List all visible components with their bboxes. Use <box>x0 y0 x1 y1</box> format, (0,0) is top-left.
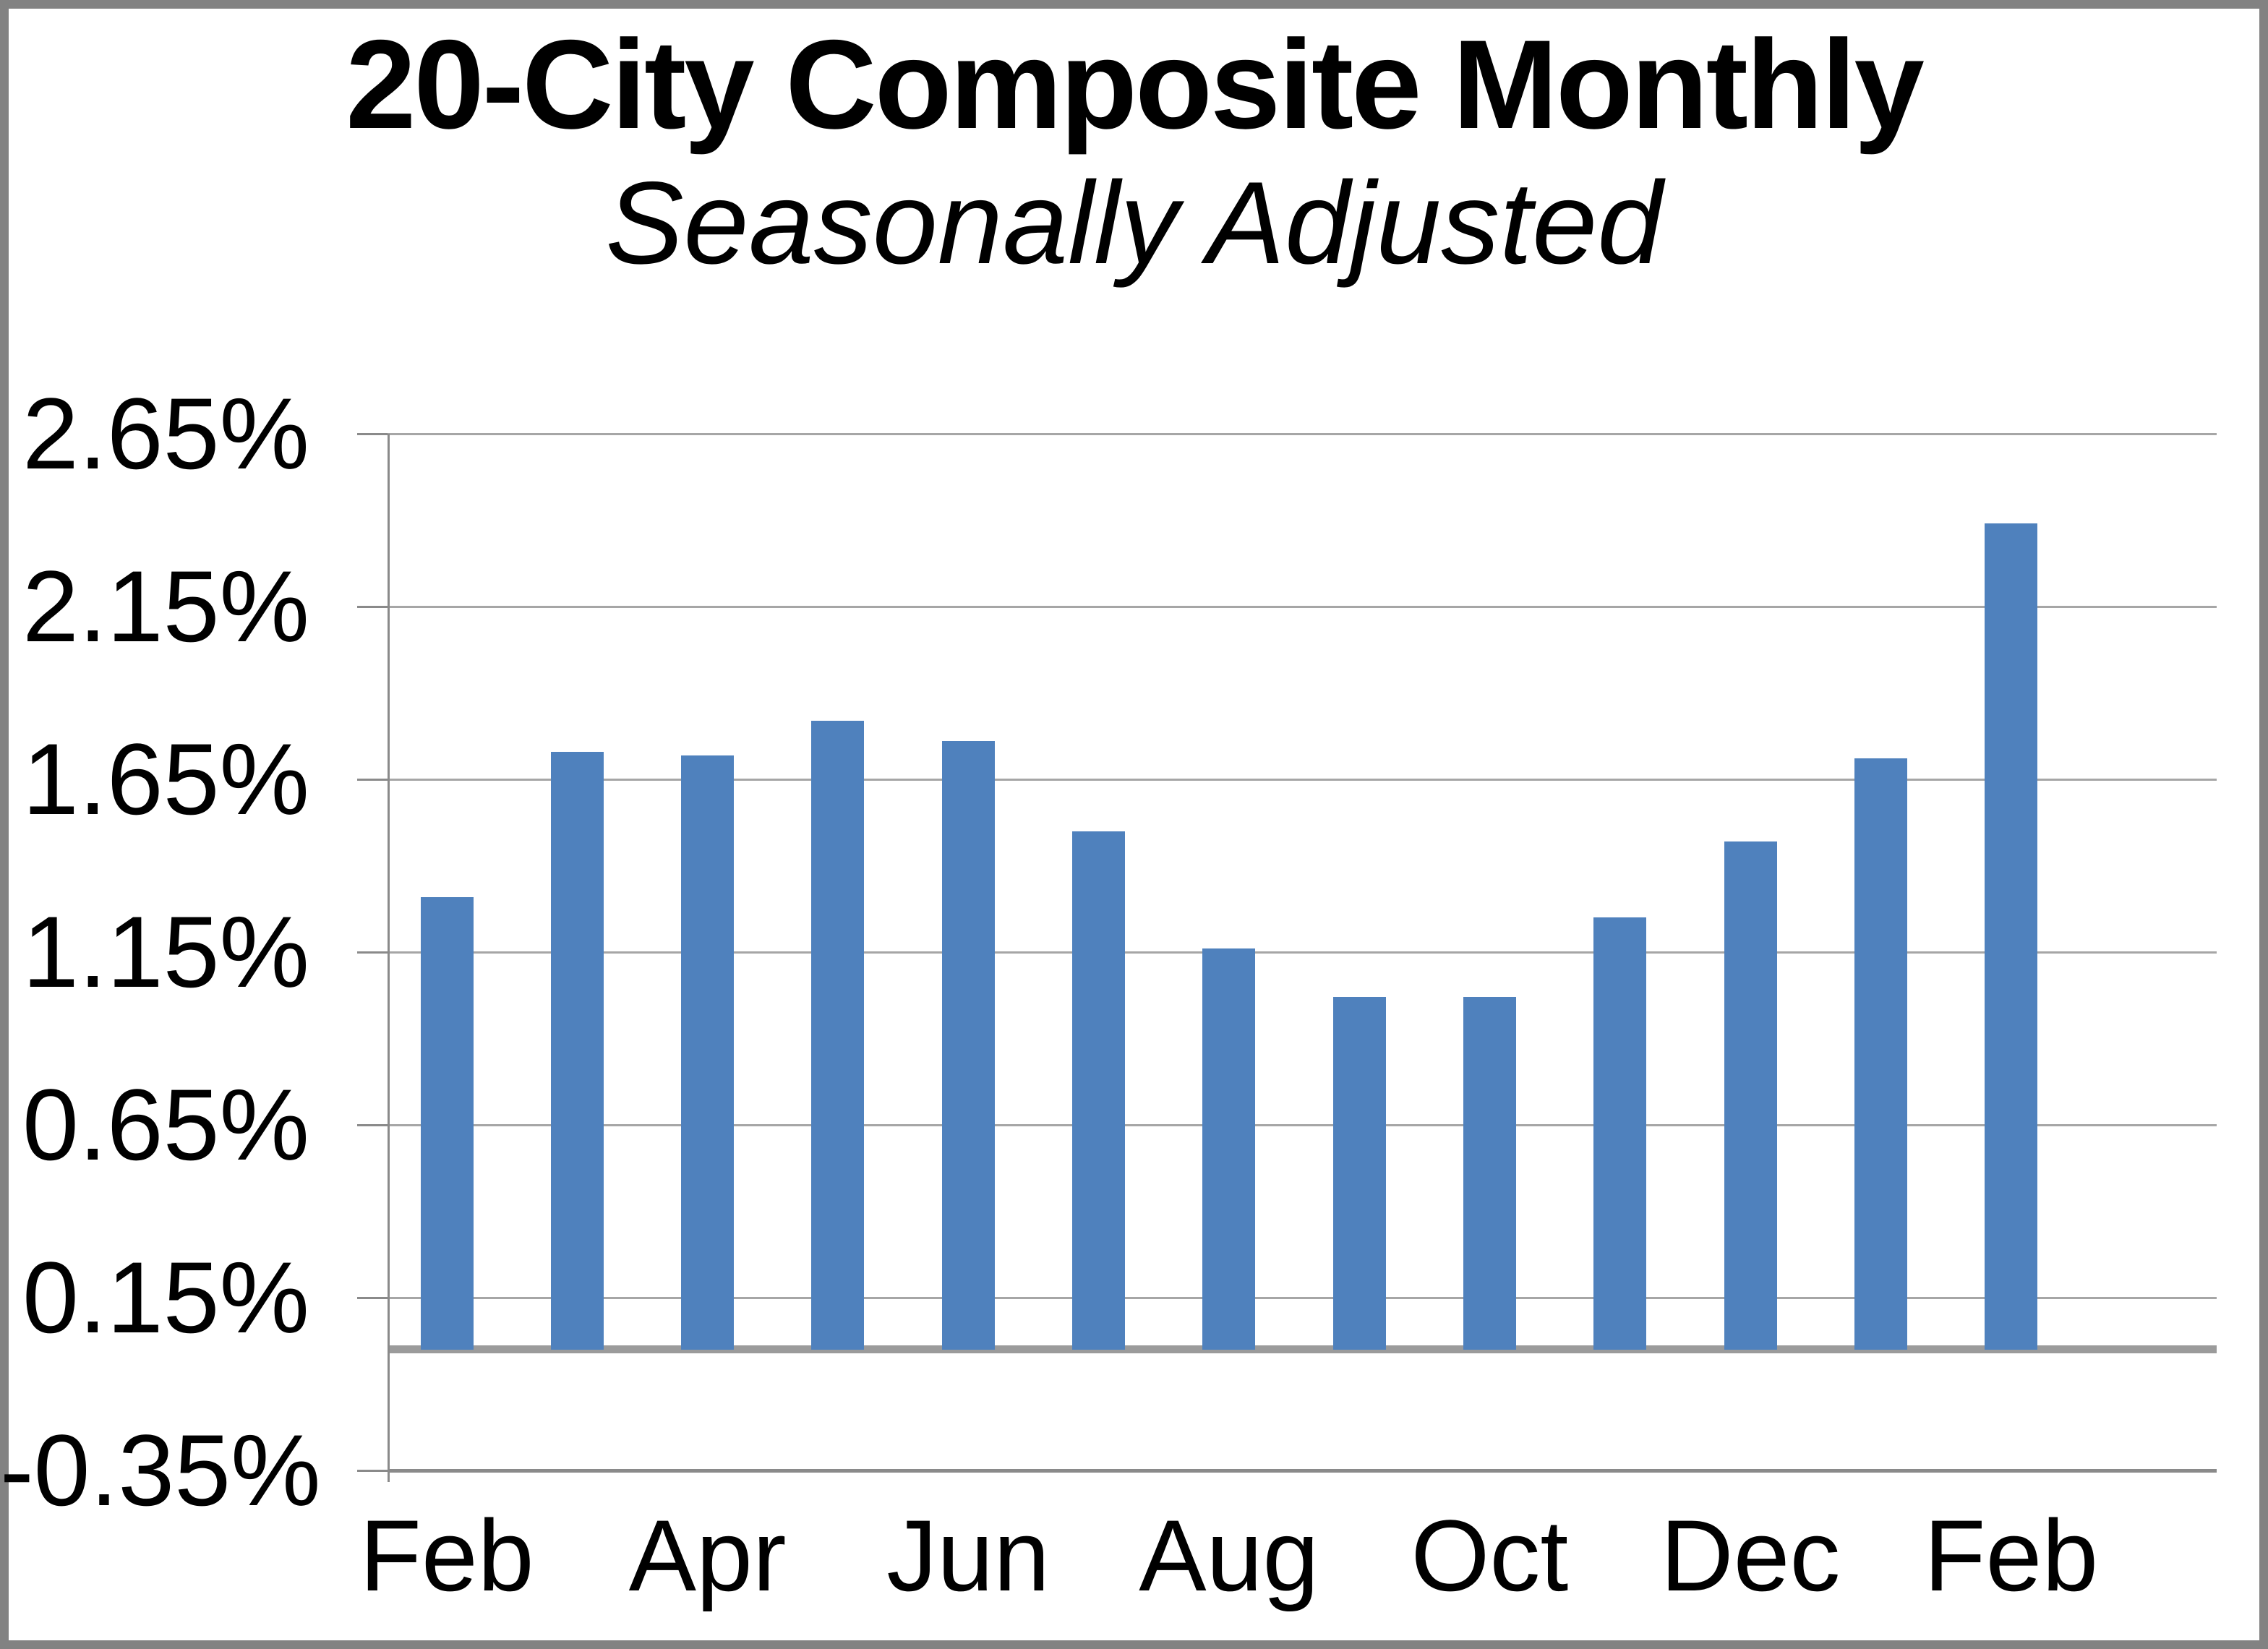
gridline <box>388 605 2217 608</box>
chart-subtitle: Seasonally Adjusted <box>605 158 1663 288</box>
chart-title: 20-City Composite Monthly <box>346 14 1925 155</box>
bar-aug <box>1202 948 1256 1350</box>
y-tick-label: 1.65% <box>22 722 309 836</box>
y-axis-tick <box>357 1296 388 1299</box>
x-tick-label: Oct <box>1411 1499 1569 1612</box>
y-axis-tick <box>357 1123 388 1126</box>
y-tick-label: 1.15% <box>22 895 309 1008</box>
plot-area <box>388 432 2217 1473</box>
bar-jul <box>1072 831 1125 1350</box>
bar-jun <box>941 741 995 1350</box>
y-tick-label: 0.65% <box>22 1068 309 1181</box>
y-axis-tick <box>357 1469 388 1472</box>
x-tick-label: Feb <box>359 1499 534 1612</box>
bar-mar <box>550 751 604 1350</box>
y-axis-tick <box>357 605 388 608</box>
y-axis-tick <box>357 778 388 781</box>
bar-nov <box>1593 917 1647 1350</box>
x-axis-line <box>388 1468 2217 1473</box>
gridline <box>388 951 2217 954</box>
gridline <box>388 432 2217 435</box>
x-tick-label: Feb <box>1923 1499 2099 1612</box>
y-tick-label: 2.65% <box>22 377 309 490</box>
gridline <box>388 778 2217 781</box>
bar-jan <box>1854 758 1907 1350</box>
y-axis-tick <box>357 432 388 435</box>
y-axis-tick <box>357 951 388 954</box>
bar-sep <box>1332 997 1386 1350</box>
bar-dec <box>1724 841 1777 1350</box>
x-tick-label: Jun <box>886 1499 1050 1612</box>
bar-apr <box>681 755 735 1350</box>
zero-value-line <box>388 1345 2217 1354</box>
x-tick-label: Dec <box>1660 1499 1841 1612</box>
y-axis-line <box>388 434 390 1482</box>
gridline <box>388 1123 2217 1126</box>
y-tick-label: -0.35% <box>0 1413 321 1527</box>
bar-may <box>811 720 865 1350</box>
bar-feb <box>1985 523 2038 1350</box>
bar-oct <box>1463 997 1516 1350</box>
gridline <box>388 1296 2217 1299</box>
y-tick-label: 0.15% <box>22 1241 309 1354</box>
x-tick-label: Apr <box>628 1499 787 1612</box>
x-tick-label: Aug <box>1139 1499 1319 1612</box>
y-tick-label: 2.15% <box>22 549 309 663</box>
bar-feb <box>420 896 474 1350</box>
